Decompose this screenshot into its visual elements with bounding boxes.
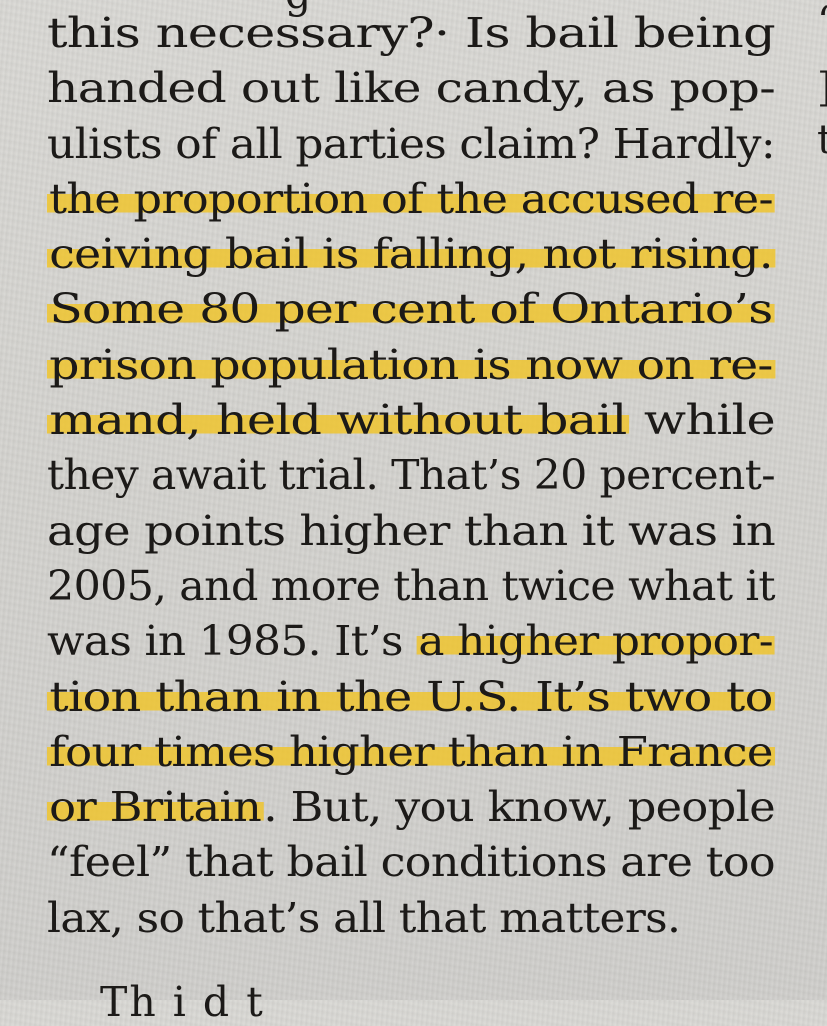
highlighted-text: Some 80 per cent of Ontario’s (47, 285, 775, 334)
text-line: 2005, and more than twice what it (47, 559, 776, 614)
text-line: lax, so that’s all that matters. (47, 891, 775, 946)
text-line: prison population is now on re- (47, 338, 776, 393)
text-line: handed out like candy, as pop- (47, 61, 776, 116)
text-segment: was in 1985. It’s (47, 617, 417, 666)
newspaper-page: g this necessary?· Is bail being handed … (47, 0, 827, 1026)
text-segment: “feel” that bail conditions are too (47, 838, 776, 887)
adjacent-column-fragment: “ (817, 2, 827, 42)
text-segment: this necessary?· Is bail being (47, 9, 776, 57)
text-segment: handed out like candy, as pop- (47, 64, 776, 113)
text-line: this necessary?· Is bail being (47, 6, 776, 61)
highlighted-text: a higher propor- (416, 617, 776, 666)
text-line: Some 80 per cent of Ontario’s (47, 282, 775, 337)
text-line: mand, held without bail while (47, 393, 776, 448)
highlighted-text: tion than in the U.S. It’s two to (47, 672, 775, 721)
text-segment: 2005, and more than twice what it (47, 561, 776, 610)
text-line: they await trial. That’s 20 percent- (47, 448, 776, 503)
text-segment: age points higher than it was in (47, 506, 776, 555)
highlighted-text: prison population is now on re- (47, 340, 776, 389)
highlighted-text: ceiving bail is falling, not rising. (47, 230, 775, 279)
text-line: four times higher than in France (47, 725, 775, 780)
text-segment: . But, you know, people (263, 783, 775, 832)
text-line: tion than in the U.S. It’s two to (47, 670, 775, 725)
text-segment: while (628, 396, 776, 445)
text-line: the proportion of the accused re- (47, 172, 775, 227)
text-line: “feel” that bail conditions are too (47, 835, 776, 890)
text-line: ulists of all parties claim? Hardly: (47, 117, 776, 172)
highlighted-text: the proportion of the accused re- (47, 174, 775, 223)
adjacent-column-fragment: ] (817, 68, 827, 108)
adjacent-column-fragment: t (817, 117, 827, 163)
cropped-bottom-line: Th i d t (100, 978, 265, 1026)
text-line: age points higher than it was in (47, 504, 776, 559)
text-line: was in 1985. It’s a higher propor- (47, 614, 776, 669)
text-line: or Britain. But, you know, people (47, 780, 776, 835)
text-segment: lax, so that’s all that matters. (47, 893, 681, 942)
article-column: this necessary?· Is bail being handed ou… (47, 6, 776, 946)
text-segment: they await trial. That’s 20 percent- (47, 451, 776, 500)
highlighted-text: or Britain (47, 783, 264, 832)
text-segment: ulists of all parties claim? Hardly: (47, 119, 776, 168)
highlighted-text: four times higher than in France (47, 727, 775, 776)
highlighted-text: mand, held without bail (47, 396, 629, 445)
text-line: ceiving bail is falling, not rising. (47, 227, 775, 282)
cropped-top-line: g (285, 0, 311, 18)
